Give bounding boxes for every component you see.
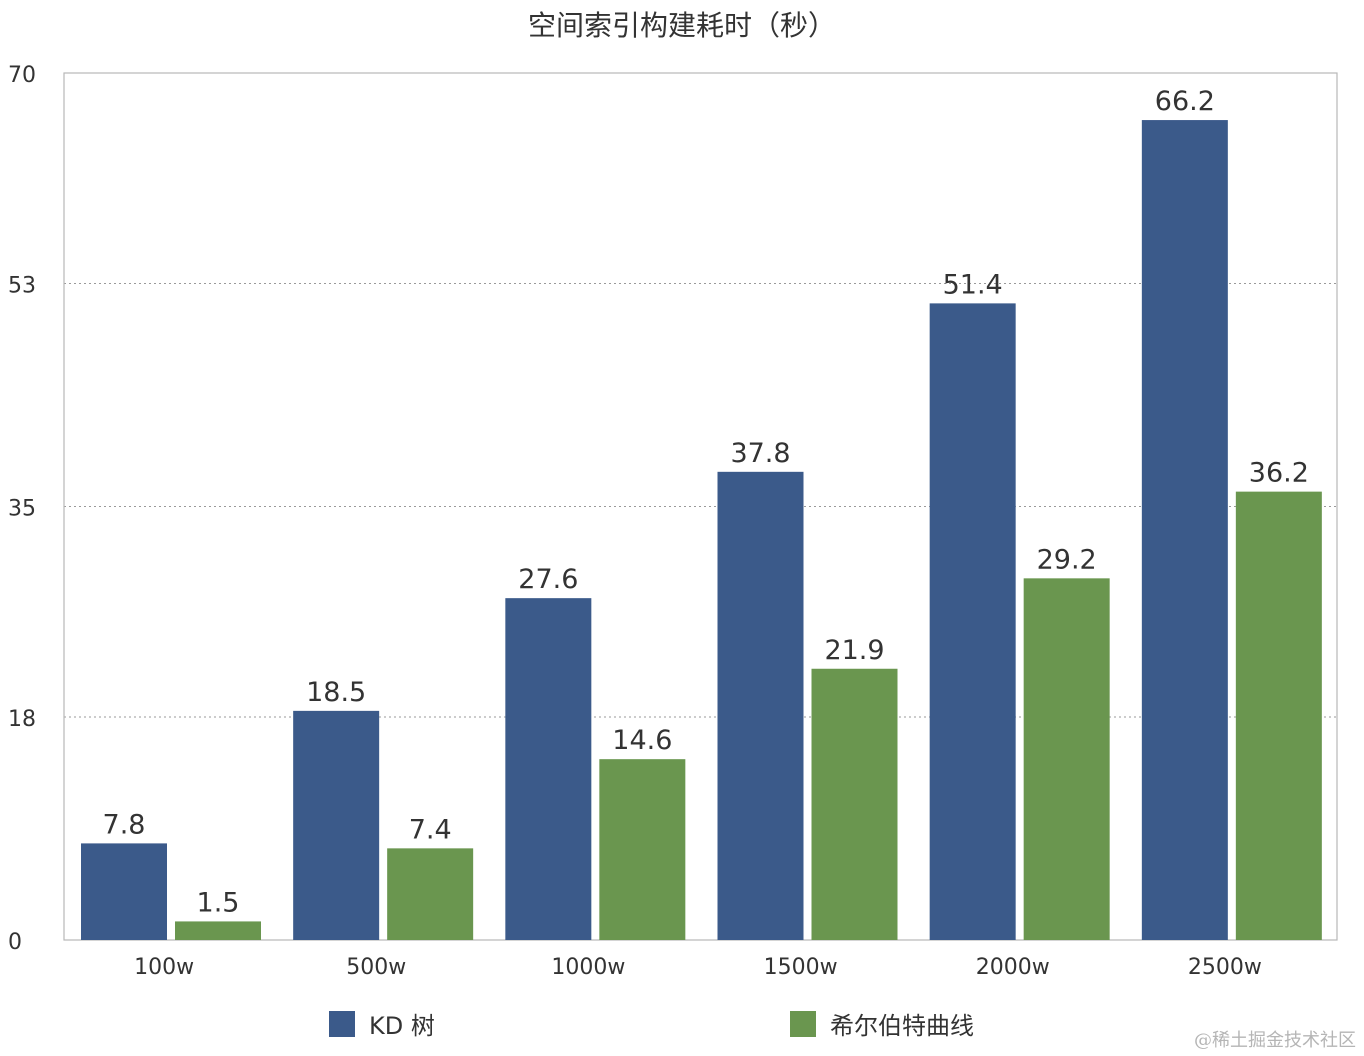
y-tick-label: 70	[8, 63, 36, 88]
y-tick-label: 0	[8, 930, 22, 955]
bar-kd-tree	[293, 710, 380, 940]
data-label: 7.8	[103, 809, 146, 840]
legend-swatch-kd-tree	[329, 1010, 355, 1037]
legend-label-kd-tree: KD 树	[369, 1012, 435, 1040]
bar-kd-tree	[505, 598, 592, 940]
bar-chart: 0 18 35 53 70 7.8 1.5 100w 18.5 7.4 500w 27.6 14.6 10…	[8, 63, 1338, 980]
data-label: 29.2	[1037, 544, 1097, 575]
x-tick-label: 2500w	[1188, 955, 1262, 980]
y-tick-label: 35	[8, 497, 36, 522]
legend-item-hilbert-curve: 希尔伯特曲线	[790, 1006, 974, 1041]
x-tick-label: 500w	[346, 955, 406, 980]
x-tick-label: 100w	[134, 955, 194, 980]
plot-frame	[63, 72, 1338, 941]
x-tick-label: 2000w	[976, 955, 1050, 980]
y-tick-label: 53	[8, 274, 36, 299]
bar-hilbert-curve	[387, 848, 474, 940]
data-label: 18.5	[306, 677, 366, 708]
data-label: 21.9	[824, 635, 884, 666]
bar-kd-tree	[81, 843, 167, 940]
bar-kd-tree	[1141, 120, 1228, 940]
data-label: 66.2	[1155, 86, 1215, 117]
data-label: 7.4	[409, 814, 452, 845]
data-label: 36.2	[1249, 458, 1309, 489]
bar-hilbert-curve	[175, 921, 261, 940]
watermark: @稀土掘金技术社区	[1194, 1030, 1356, 1051]
x-tick-label: 1500w	[764, 955, 838, 980]
y-tick-label: 18	[8, 707, 36, 732]
bar-hilbert-curve	[599, 759, 686, 940]
bar-hilbert-curve	[1235, 491, 1322, 940]
data-label: 14.6	[612, 725, 672, 756]
bar-hilbert-curve	[811, 668, 898, 940]
data-label: 1.5	[197, 887, 240, 918]
legend-item-kd-tree: KD 树	[329, 1006, 435, 1041]
bar-kd-tree	[717, 471, 804, 940]
data-label: 27.6	[518, 564, 578, 595]
bar-hilbert-curve	[1023, 578, 1110, 940]
bar-kd-tree	[929, 303, 1016, 941]
x-tick-label: 1000w	[551, 955, 625, 980]
data-label: 51.4	[943, 269, 1003, 300]
data-label: 37.8	[730, 438, 790, 469]
legend-swatch-hilbert-curve	[790, 1010, 816, 1037]
chart-title: 空间索引构建耗时（秒）	[527, 9, 836, 42]
legend-label-hilbert-curve: 希尔伯特曲线	[830, 1012, 974, 1040]
